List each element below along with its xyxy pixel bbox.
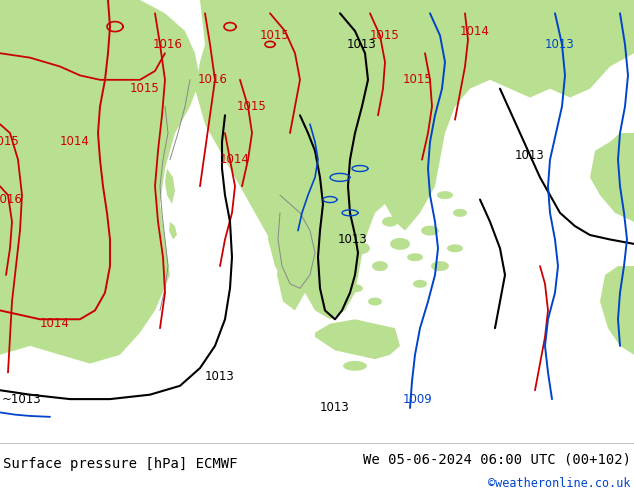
Polygon shape — [165, 169, 175, 204]
Text: 1009: 1009 — [403, 392, 433, 406]
Polygon shape — [347, 284, 363, 292]
Text: 1015: 1015 — [403, 74, 433, 86]
Text: 1015: 1015 — [0, 135, 20, 148]
Polygon shape — [332, 217, 348, 227]
Polygon shape — [368, 297, 382, 306]
Text: 1015: 1015 — [130, 82, 160, 95]
Polygon shape — [413, 280, 427, 288]
Polygon shape — [336, 178, 364, 194]
Polygon shape — [268, 186, 320, 293]
Polygon shape — [277, 240, 308, 311]
Polygon shape — [0, 155, 25, 244]
Text: 1015: 1015 — [237, 100, 267, 113]
Text: 1013: 1013 — [347, 38, 377, 51]
Polygon shape — [294, 226, 306, 235]
Polygon shape — [431, 261, 449, 271]
Text: ©weatheronline.co.uk: ©weatheronline.co.uk — [488, 476, 631, 490]
Polygon shape — [600, 266, 634, 355]
Polygon shape — [590, 133, 634, 222]
Polygon shape — [437, 191, 453, 199]
Polygon shape — [233, 156, 247, 164]
Polygon shape — [343, 361, 367, 371]
Text: 1016: 1016 — [198, 74, 228, 86]
Polygon shape — [453, 209, 467, 217]
Text: 1014: 1014 — [220, 153, 250, 166]
Polygon shape — [0, 0, 200, 364]
Text: 1015: 1015 — [260, 29, 290, 42]
Text: 1013: 1013 — [545, 38, 575, 51]
Text: 1013: 1013 — [515, 148, 545, 162]
Text: 1014: 1014 — [60, 135, 90, 148]
Polygon shape — [169, 222, 177, 240]
Polygon shape — [421, 225, 439, 236]
Text: 1013: 1013 — [205, 370, 235, 384]
Polygon shape — [350, 243, 370, 254]
Polygon shape — [277, 208, 293, 218]
Polygon shape — [382, 217, 398, 227]
Polygon shape — [304, 272, 316, 278]
Polygon shape — [372, 261, 388, 271]
Polygon shape — [195, 0, 634, 319]
Text: 1016: 1016 — [153, 38, 183, 51]
Polygon shape — [390, 238, 410, 250]
Text: 1013: 1013 — [338, 233, 368, 246]
Text: Surface pressure [hPa] ECMWF: Surface pressure [hPa] ECMWF — [3, 457, 238, 471]
Text: 1015: 1015 — [370, 29, 400, 42]
Polygon shape — [313, 245, 327, 252]
Text: ~1013: ~1013 — [2, 392, 42, 406]
Text: We 05-06-2024 06:00 UTC (00+102): We 05-06-2024 06:00 UTC (00+102) — [363, 453, 631, 467]
Text: 1014: 1014 — [40, 317, 70, 330]
Polygon shape — [407, 253, 423, 261]
Polygon shape — [25, 45, 40, 67]
Polygon shape — [365, 194, 385, 205]
Text: 1014: 1014 — [460, 24, 490, 38]
Polygon shape — [315, 319, 400, 359]
Polygon shape — [247, 173, 263, 181]
Polygon shape — [447, 245, 463, 252]
Polygon shape — [328, 262, 342, 270]
Text: 1016: 1016 — [0, 193, 23, 206]
Text: 1013: 1013 — [320, 401, 350, 415]
Polygon shape — [263, 182, 277, 190]
